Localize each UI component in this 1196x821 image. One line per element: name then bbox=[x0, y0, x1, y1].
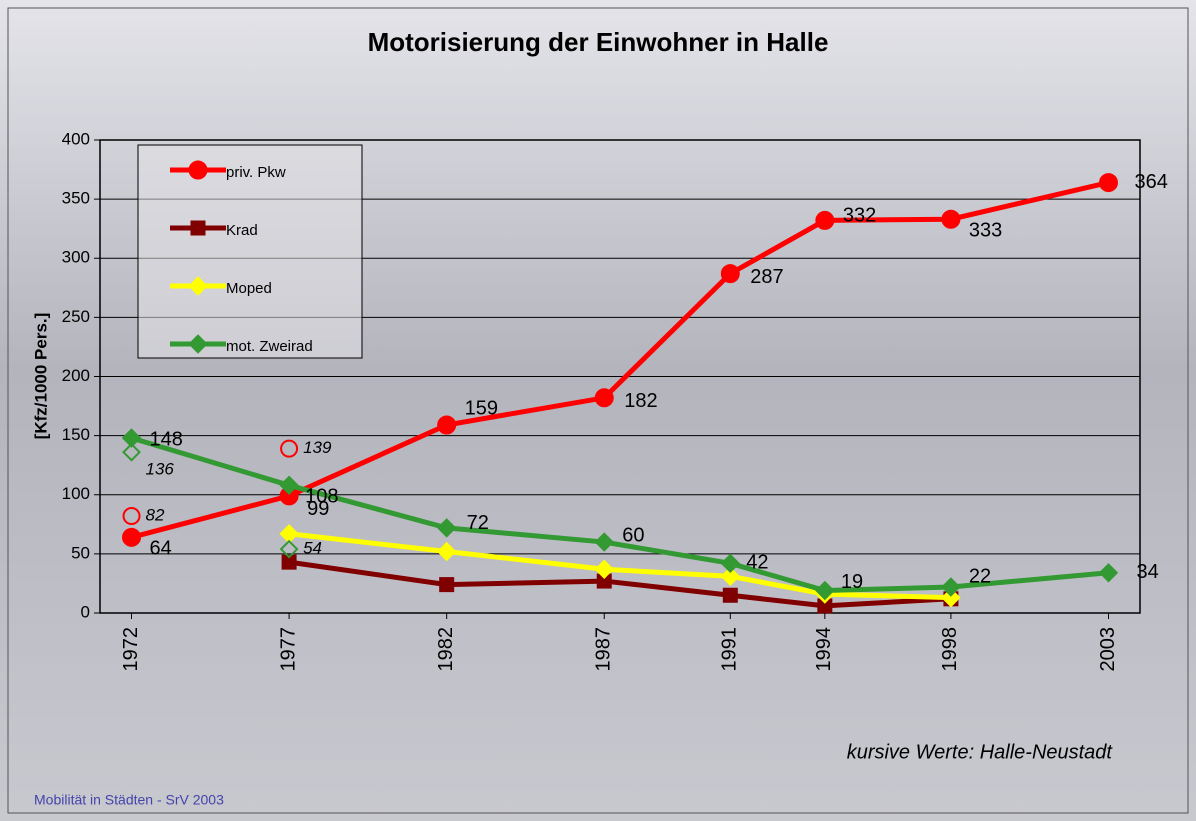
legend-label: Krad bbox=[226, 222, 258, 239]
annotation: kursive Werte: Halle-Neustadt bbox=[847, 741, 1114, 763]
data-label: 287 bbox=[750, 266, 783, 288]
y-axis-label: [Kfz/1000 Pers.] bbox=[31, 313, 50, 440]
data-label: 159 bbox=[465, 397, 498, 419]
data-label: 182 bbox=[624, 390, 657, 412]
x-tick-label: 1998 bbox=[939, 627, 961, 672]
y-tick-label: 400 bbox=[62, 129, 90, 148]
data-label: 148 bbox=[150, 428, 183, 450]
y-tick-label: 150 bbox=[62, 425, 90, 444]
point bbox=[816, 211, 834, 229]
point bbox=[723, 588, 737, 602]
y-tick-label: 350 bbox=[62, 189, 90, 208]
point bbox=[440, 578, 454, 592]
point bbox=[595, 389, 613, 407]
legend-label: priv. Pkw bbox=[226, 164, 286, 181]
legend-marker bbox=[189, 161, 207, 179]
data-label: 333 bbox=[969, 220, 1002, 242]
background bbox=[0, 0, 1196, 821]
x-tick-label: 1991 bbox=[719, 627, 741, 672]
x-tick-label: 1987 bbox=[593, 627, 615, 672]
data-label: 42 bbox=[746, 552, 768, 574]
y-tick-label: 200 bbox=[62, 366, 90, 385]
data-label: 108 bbox=[305, 486, 338, 508]
data-label: 82 bbox=[146, 506, 165, 525]
x-tick-label: 1977 bbox=[277, 627, 299, 672]
data-label: 54 bbox=[303, 539, 322, 558]
x-tick-label: 2003 bbox=[1097, 627, 1119, 672]
data-label: 19 bbox=[841, 571, 863, 593]
data-label: 72 bbox=[467, 512, 489, 534]
y-tick-label: 300 bbox=[62, 248, 90, 267]
y-tick-label: 100 bbox=[62, 484, 90, 503]
legend-label: mot. Zweirad bbox=[226, 338, 313, 355]
x-tick-label: 1972 bbox=[120, 627, 142, 672]
legend-marker bbox=[191, 221, 205, 235]
data-label: 364 bbox=[1134, 171, 1167, 193]
data-label: 332 bbox=[843, 205, 876, 227]
chart: Motorisierung der Einwohner in Halle [Kf… bbox=[0, 0, 1196, 821]
data-label: 136 bbox=[146, 460, 175, 479]
footer: Mobilität in Städten - SrV 2003 bbox=[34, 792, 224, 808]
point bbox=[1099, 174, 1117, 192]
y-tick-label: 250 bbox=[62, 307, 90, 326]
data-label: 64 bbox=[150, 538, 172, 560]
point bbox=[721, 265, 739, 283]
point bbox=[438, 416, 456, 434]
legend-label: Moped bbox=[226, 280, 272, 297]
data-label: 60 bbox=[622, 524, 644, 546]
y-tick-label: 50 bbox=[71, 543, 90, 562]
y-tick-label: 0 bbox=[81, 602, 90, 621]
x-tick-label: 1982 bbox=[435, 627, 457, 672]
point bbox=[123, 528, 141, 546]
chart-title: Motorisierung der Einwohner in Halle bbox=[368, 27, 829, 57]
data-label: 139 bbox=[303, 438, 332, 457]
x-tick-label: 1994 bbox=[813, 627, 835, 672]
point bbox=[942, 210, 960, 228]
data-label: 22 bbox=[969, 565, 991, 587]
data-label: 34 bbox=[1136, 561, 1158, 583]
